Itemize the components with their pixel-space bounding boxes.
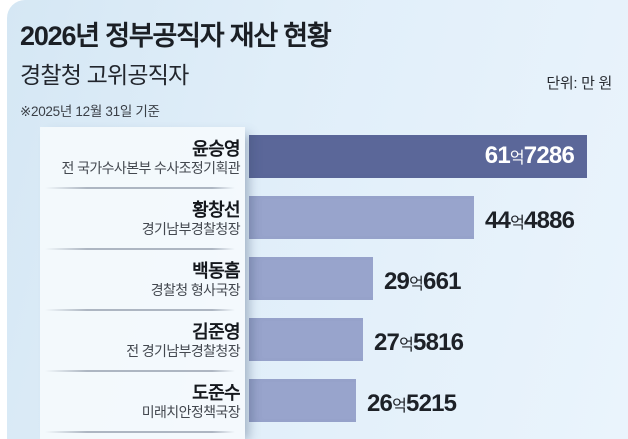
row-divider bbox=[45, 248, 235, 250]
value-number: 27 bbox=[374, 329, 400, 356]
row-divider bbox=[45, 431, 235, 433]
bar-value: 26억5215 bbox=[367, 389, 457, 422]
value-unit-eok: 억 bbox=[510, 215, 525, 232]
row-divider bbox=[45, 309, 235, 311]
row-label: 백동흠 경찰청 형사국장 bbox=[40, 260, 241, 299]
bar-row-3 bbox=[249, 257, 373, 300]
official-position: 미래치안정책국장 bbox=[141, 404, 241, 420]
page-subtitle: 경찰청 고위공직자 bbox=[20, 62, 189, 88]
bar-value: 44억4886 bbox=[485, 206, 575, 239]
value-unit-eok: 억 bbox=[509, 150, 525, 167]
bar-value: 29억661 bbox=[384, 267, 461, 300]
value-unit-eok: 억 bbox=[392, 398, 407, 415]
category-label-panel bbox=[40, 127, 245, 439]
official-name: 윤승영 bbox=[192, 139, 240, 159]
official-position: 전 경기남부경찰청장 bbox=[126, 343, 240, 359]
official-position: 경찰청 형사국장 bbox=[150, 282, 241, 298]
official-position: 전 국가수사본부 수사조정기획관 bbox=[61, 160, 241, 176]
value-number: 661 bbox=[423, 268, 461, 295]
official-name: 김준영 bbox=[192, 322, 240, 342]
row-label: 황창선 경기남부경찰청장 bbox=[40, 199, 241, 238]
chart-card: 2026년 정부공직자 재산 현황 경찰청 고위공직자 단위: 만 원 ※202… bbox=[7, 0, 628, 439]
unit-label: 단위: 만 원 bbox=[546, 75, 612, 92]
bar-row-5 bbox=[249, 379, 356, 422]
value-number: 5215 bbox=[406, 390, 457, 417]
bar-row-2 bbox=[249, 196, 474, 239]
value-number: 4886 bbox=[524, 207, 575, 234]
value-number: 44 bbox=[485, 207, 511, 234]
value-number: 26 bbox=[367, 390, 393, 417]
row-divider bbox=[45, 187, 235, 189]
row-label: 김준영 전 경기남부경찰청장 bbox=[40, 321, 240, 360]
value-number: 7286 bbox=[523, 142, 575, 169]
value-number: 5816 bbox=[413, 329, 464, 356]
row-label: 윤승영 전 국가수사본부 수사조정기획관 bbox=[40, 138, 241, 177]
bar-value: 27억5816 bbox=[374, 328, 464, 361]
row-label: 도준수 미래치안정책국장 bbox=[40, 382, 241, 421]
bar-row-4 bbox=[249, 318, 363, 361]
official-position: 경기남부경찰청장 bbox=[141, 221, 241, 237]
value-unit-eok: 억 bbox=[409, 276, 424, 293]
bar-value: 61억7286 bbox=[249, 141, 575, 174]
page-title: 2026년 정부공직자 재산 현황 bbox=[20, 21, 332, 51]
value-unit-eok: 억 bbox=[399, 337, 414, 354]
official-name: 황창선 bbox=[192, 200, 240, 220]
official-name: 도준수 bbox=[192, 383, 240, 403]
row-divider bbox=[45, 370, 235, 372]
as-of-note: ※2025년 12월 31일 기준 bbox=[20, 104, 160, 119]
value-number: 61 bbox=[484, 142, 511, 169]
bar-row-1 bbox=[249, 135, 587, 178]
value-number: 29 bbox=[384, 268, 410, 295]
official-name: 백동흠 bbox=[192, 261, 240, 281]
